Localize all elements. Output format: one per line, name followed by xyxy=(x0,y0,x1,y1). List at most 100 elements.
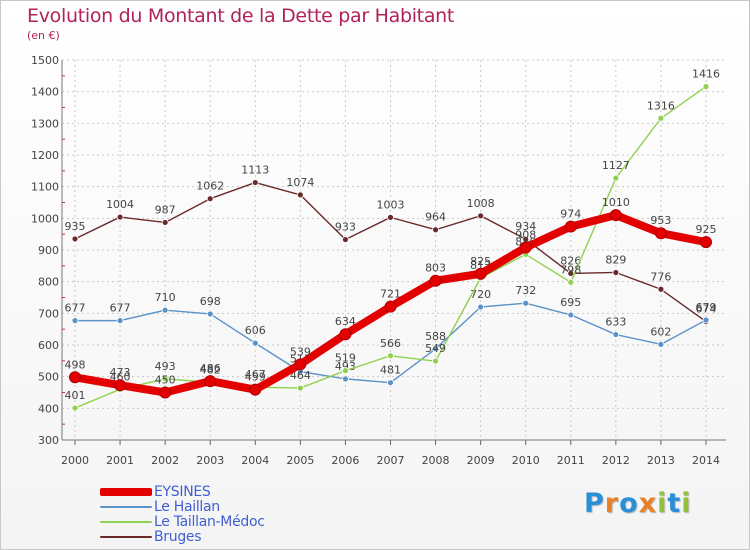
data-point-le-haillan xyxy=(702,316,710,324)
data-label-bruges: 934 xyxy=(515,220,536,233)
data-label-bruges: 1113 xyxy=(241,164,269,177)
x-tick-label: 2004 xyxy=(241,454,269,467)
data-label-eysines: 953 xyxy=(650,214,671,227)
data-point-bruges xyxy=(612,269,620,276)
data-label-bruges: 674 xyxy=(696,303,717,316)
data-label-le-taillan-m-doc: 464 xyxy=(290,369,311,382)
x-tick-label: 2001 xyxy=(106,454,134,467)
data-point-le-taillan-m-doc xyxy=(387,352,394,360)
data-label-le-haillan: 732 xyxy=(515,284,536,297)
x-tick-label: 2005 xyxy=(286,454,314,467)
data-point-bruges xyxy=(387,213,394,221)
data-label-bruges: 1003 xyxy=(377,198,405,211)
data-point-le-haillan xyxy=(387,379,394,387)
data-point-bruges xyxy=(71,235,79,243)
x-tick-label: 2000 xyxy=(61,454,89,467)
legend-swatch-eysines xyxy=(100,488,152,496)
x-tick-label: 2012 xyxy=(602,454,630,467)
data-point-eysines xyxy=(384,300,397,313)
data-label-eysines: 473 xyxy=(110,366,131,379)
legend-swatch-le-haillan xyxy=(100,506,152,508)
data-point-bruges xyxy=(657,285,665,293)
data-label-le-taillan-m-doc: 1316 xyxy=(647,99,675,112)
data-point-le-haillan xyxy=(161,306,169,314)
data-point-eysines xyxy=(564,220,577,233)
data-label-bruges: 935 xyxy=(65,220,86,233)
data-label-bruges: 964 xyxy=(425,211,446,224)
logo-letter: i xyxy=(681,488,692,519)
data-label-bruges: 1004 xyxy=(106,198,134,211)
data-label-bruges: 1008 xyxy=(467,197,495,210)
data-point-eysines xyxy=(249,383,262,396)
data-point-le-taillan-m-doc xyxy=(702,83,710,90)
logo-letter: i xyxy=(657,488,668,519)
data-label-eysines: 634 xyxy=(335,315,356,328)
data-label-le-taillan-m-doc: 549 xyxy=(425,342,446,355)
data-label-bruges: 933 xyxy=(335,221,356,234)
data-label-eysines: 974 xyxy=(560,208,581,221)
data-point-bruges xyxy=(296,191,304,199)
data-point-le-taillan-m-doc xyxy=(296,384,304,392)
data-point-eysines xyxy=(69,371,81,384)
logo-letter: t xyxy=(667,488,682,519)
logo-letter: r xyxy=(604,488,620,519)
data-label-bruges: 829 xyxy=(605,253,626,266)
legend-swatch-le-taillan-medoc xyxy=(100,521,152,523)
data-label-le-haillan: 720 xyxy=(470,288,491,301)
data-point-le-haillan xyxy=(71,317,79,325)
data-point-le-haillan xyxy=(342,375,349,383)
chart-subtitle: (en €) xyxy=(27,29,60,42)
y-tick-label: 1000 xyxy=(31,212,59,225)
y-tick-label: 900 xyxy=(38,244,59,257)
data-label-eysines: 539 xyxy=(290,345,311,358)
y-tick-label: 1400 xyxy=(31,86,59,99)
data-label-bruges: 987 xyxy=(155,203,176,216)
data-label-le-haillan: 602 xyxy=(650,325,671,338)
x-tick-label: 2006 xyxy=(331,454,359,467)
data-point-bruges xyxy=(567,270,575,277)
data-label-le-haillan: 710 xyxy=(155,291,176,304)
data-label-eysines: 721 xyxy=(380,288,401,301)
data-point-bruges xyxy=(342,236,349,243)
data-label-eysines: 498 xyxy=(65,358,86,371)
data-label-le-haillan: 679 xyxy=(696,301,717,314)
data-point-eysines xyxy=(429,274,442,287)
data-label-le-haillan: 698 xyxy=(200,295,221,308)
data-point-eysines xyxy=(114,379,127,392)
x-tick-label: 2003 xyxy=(196,454,224,467)
y-tick-label: 600 xyxy=(38,339,59,352)
y-tick-label: 1100 xyxy=(31,181,59,194)
data-label-eysines: 803 xyxy=(425,262,446,275)
x-tick-label: 2010 xyxy=(512,454,540,467)
data-point-le-taillan-m-doc xyxy=(612,174,620,182)
legend-label-eysines: EYSINES xyxy=(154,484,211,500)
data-point-le-haillan xyxy=(206,310,214,318)
data-point-eysines xyxy=(519,241,532,254)
data-point-le-taillan-m-doc xyxy=(342,367,349,375)
data-label-eysines: 925 xyxy=(696,223,717,236)
x-tick-label: 2007 xyxy=(377,454,405,467)
data-point-le-haillan xyxy=(432,345,439,353)
data-point-bruges xyxy=(251,179,259,186)
data-label-le-taillan-m-doc: 566 xyxy=(380,337,401,350)
chart-title: Evolution du Montant de la Dette par Hab… xyxy=(27,5,455,27)
data-point-eysines xyxy=(700,236,712,249)
data-point-le-haillan xyxy=(657,340,665,348)
data-point-eysines xyxy=(339,328,352,341)
y-tick-label: 1500 xyxy=(31,54,59,67)
y-tick-label: 1200 xyxy=(31,149,59,162)
legend-swatch-bruges xyxy=(100,536,152,538)
data-label-le-haillan: 481 xyxy=(380,364,401,377)
data-point-bruges xyxy=(206,195,214,203)
logo-letter: x xyxy=(638,488,658,519)
y-tick-label: 800 xyxy=(38,276,59,289)
y-tick-label: 1300 xyxy=(31,117,59,130)
x-tick-label: 2014 xyxy=(692,454,720,467)
data-label-le-haillan: 677 xyxy=(110,302,131,315)
data-label-le-taillan-m-doc: 493 xyxy=(155,360,176,373)
proxiti-logo: Proxiti xyxy=(584,488,692,519)
data-label-bruges: 1074 xyxy=(286,176,314,189)
y-tick-label: 500 xyxy=(38,371,59,384)
data-point-eysines xyxy=(609,209,622,222)
